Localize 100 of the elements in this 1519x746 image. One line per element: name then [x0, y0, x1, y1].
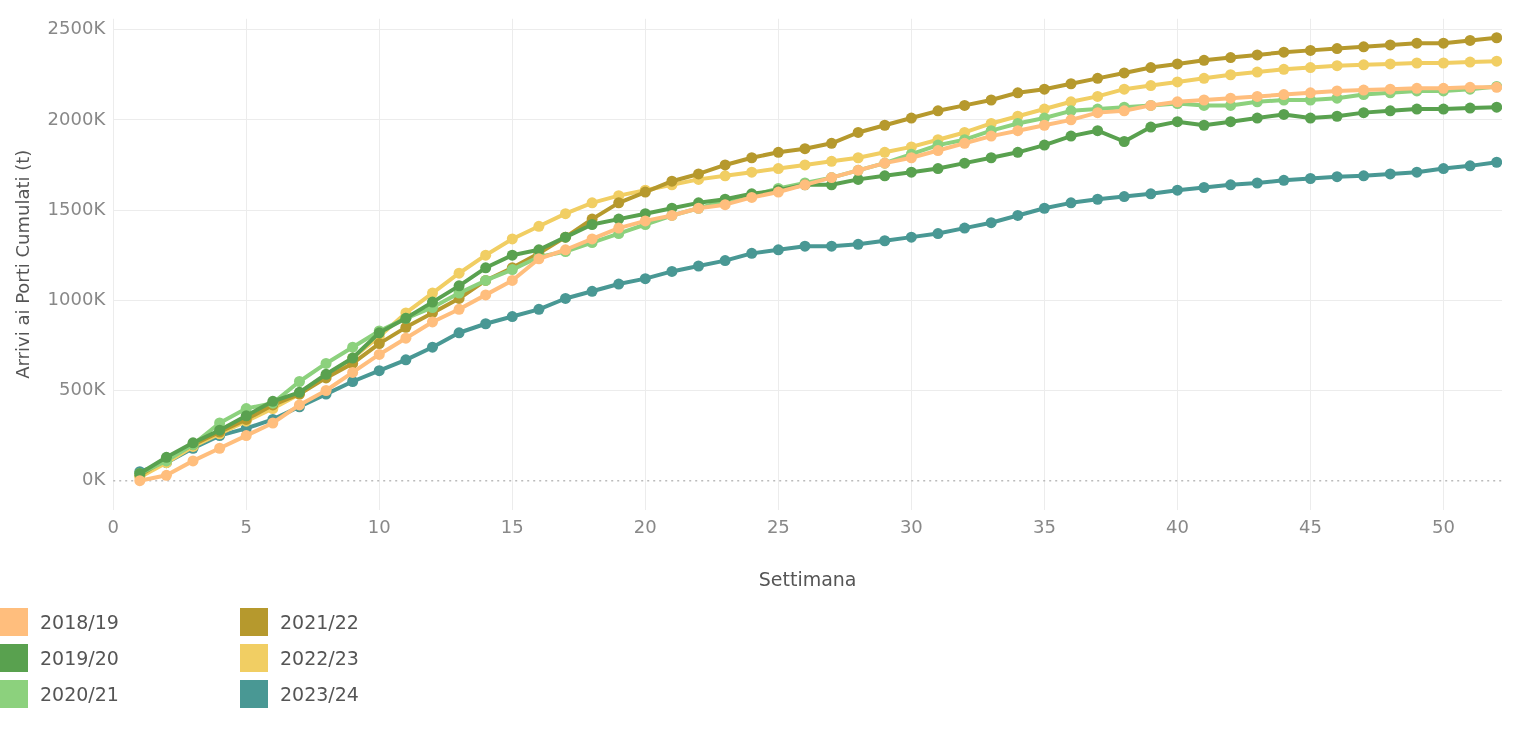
point — [1304, 87, 1316, 99]
point — [267, 417, 279, 429]
point — [772, 146, 784, 158]
point — [746, 247, 758, 259]
point — [1171, 116, 1183, 128]
point — [1331, 171, 1343, 183]
point — [1251, 49, 1263, 61]
point — [1304, 172, 1316, 184]
x-tick-label: 5 — [240, 516, 252, 538]
point — [1225, 69, 1237, 81]
point — [932, 105, 944, 117]
point — [1012, 209, 1024, 221]
point — [1464, 102, 1476, 114]
y-tick-label: 1500K — [47, 197, 107, 219]
point — [746, 166, 758, 178]
point — [905, 166, 917, 178]
point — [506, 233, 518, 245]
point — [959, 222, 971, 234]
point — [959, 157, 971, 169]
point — [1225, 52, 1237, 64]
point — [480, 262, 492, 274]
point — [1038, 119, 1050, 131]
point — [426, 341, 438, 353]
x-tick-label: 45 — [1298, 516, 1322, 538]
point — [1411, 37, 1423, 49]
point — [1491, 55, 1502, 67]
point — [1304, 112, 1316, 124]
point — [1464, 160, 1476, 172]
point — [426, 296, 438, 308]
point — [1065, 197, 1077, 209]
point — [1065, 78, 1077, 90]
legend-label: 2019/20 — [40, 647, 119, 669]
point — [1198, 72, 1210, 84]
point — [1251, 66, 1263, 78]
point — [1464, 56, 1476, 68]
point — [613, 278, 625, 290]
x-tick-label: 20 — [633, 516, 657, 538]
point — [932, 163, 944, 175]
point — [693, 168, 705, 180]
point — [799, 240, 811, 252]
point — [453, 267, 465, 279]
point — [1118, 136, 1130, 147]
point — [1278, 108, 1290, 120]
point — [826, 240, 838, 252]
point — [1304, 62, 1316, 74]
point — [480, 318, 492, 330]
point — [1012, 87, 1024, 99]
point — [560, 208, 571, 220]
point — [1384, 58, 1396, 70]
point — [1384, 105, 1396, 117]
point — [453, 303, 465, 315]
point — [799, 159, 811, 171]
point — [932, 145, 944, 157]
point — [506, 249, 518, 261]
point — [1464, 34, 1476, 46]
point — [480, 249, 492, 261]
point — [1092, 193, 1104, 205]
point — [160, 469, 172, 481]
point — [719, 255, 731, 267]
point — [1012, 125, 1024, 137]
point — [1225, 179, 1237, 191]
point — [613, 197, 625, 209]
point — [1491, 156, 1502, 168]
point — [586, 233, 598, 245]
point — [985, 94, 997, 106]
point — [1118, 191, 1130, 203]
x-tick-label: 15 — [500, 516, 524, 538]
legend-label: 2022/23 — [280, 647, 359, 669]
point — [1118, 105, 1130, 117]
point — [852, 238, 864, 250]
point — [1331, 43, 1343, 55]
y-axis-title: Arrivi ai Porti Cumulati (t) — [12, 149, 34, 379]
point — [293, 375, 305, 387]
point — [639, 273, 651, 285]
point — [1251, 112, 1263, 124]
point — [1304, 44, 1316, 56]
point — [1092, 72, 1104, 84]
point — [985, 217, 997, 229]
point — [533, 303, 545, 315]
point — [533, 220, 545, 232]
point — [1358, 59, 1370, 71]
point — [799, 143, 811, 155]
point — [1278, 174, 1290, 186]
point — [879, 170, 891, 182]
point — [1092, 125, 1104, 137]
point — [373, 348, 385, 360]
point — [879, 235, 891, 247]
point — [1491, 101, 1502, 113]
point — [1491, 32, 1502, 44]
y-tick-label: 0K — [81, 468, 107, 490]
point — [719, 199, 731, 211]
point — [480, 289, 492, 301]
point — [1198, 94, 1210, 106]
point — [639, 215, 651, 227]
point — [1171, 184, 1183, 196]
point — [373, 365, 385, 377]
point — [320, 357, 332, 369]
point — [693, 260, 705, 272]
point — [852, 126, 864, 138]
point — [1198, 119, 1210, 131]
